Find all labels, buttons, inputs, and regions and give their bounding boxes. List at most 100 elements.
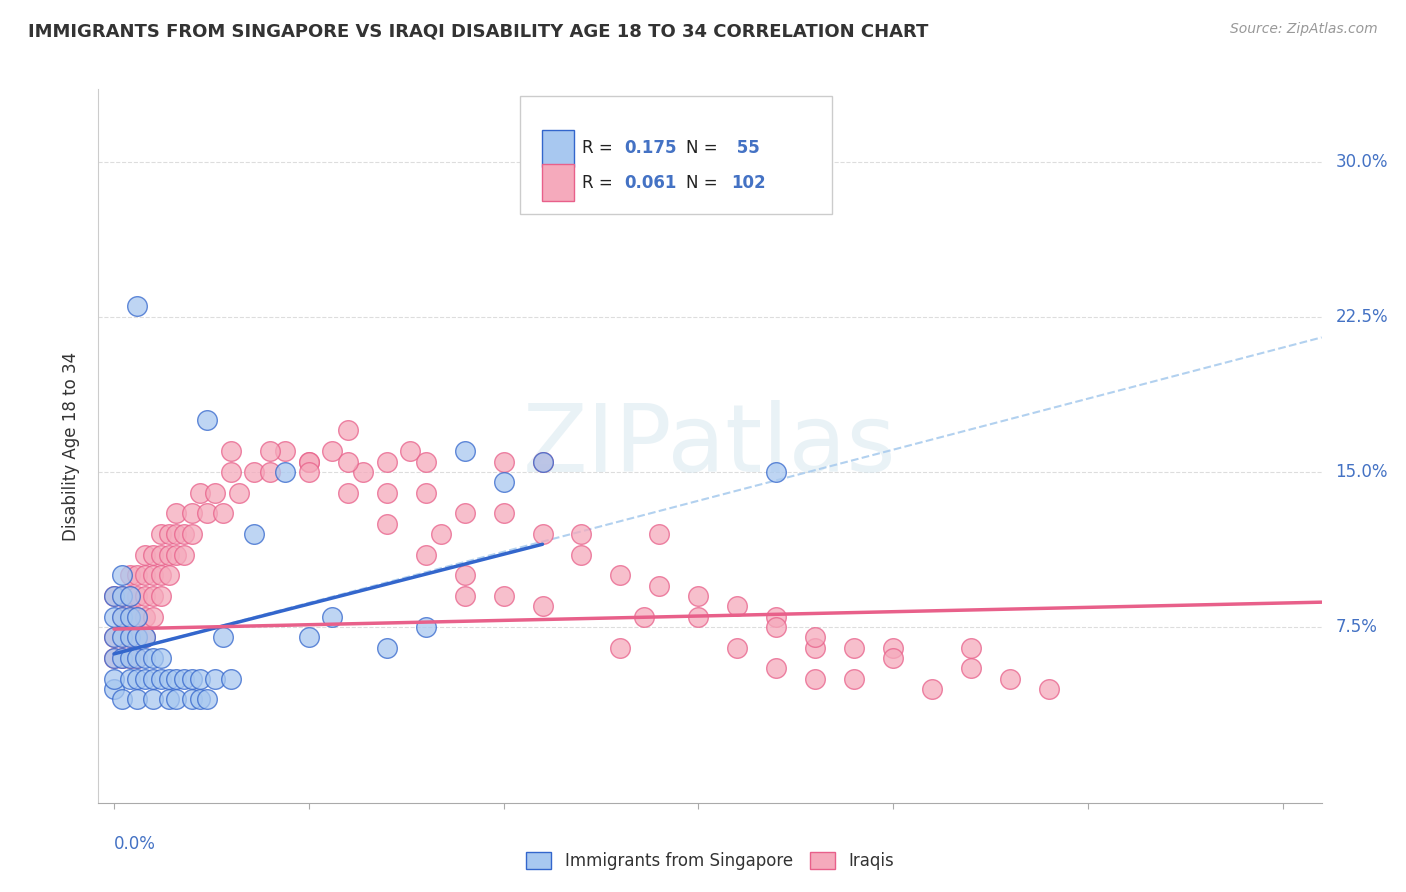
Text: N =: N = — [686, 139, 723, 157]
Point — [173, 548, 195, 562]
Point — [134, 651, 156, 665]
Point — [142, 548, 165, 562]
Text: 0.175: 0.175 — [624, 139, 676, 157]
Point — [688, 609, 710, 624]
Point — [165, 527, 187, 541]
Point — [142, 672, 165, 686]
Point — [134, 630, 156, 644]
Point — [352, 465, 374, 479]
Point — [173, 672, 195, 686]
Point — [157, 672, 180, 686]
Point — [103, 630, 125, 644]
Point — [142, 609, 165, 624]
Point — [571, 527, 593, 541]
Point — [430, 527, 453, 541]
Point — [127, 609, 149, 624]
Point — [157, 548, 180, 562]
Point — [725, 640, 748, 655]
Point — [127, 692, 149, 706]
Point — [127, 651, 149, 665]
Point — [725, 599, 748, 614]
Point — [149, 651, 172, 665]
Point — [127, 651, 149, 665]
Text: IMMIGRANTS FROM SINGAPORE VS IRAQI DISABILITY AGE 18 TO 34 CORRELATION CHART: IMMIGRANTS FROM SINGAPORE VS IRAQI DISAB… — [28, 22, 928, 40]
Point — [765, 661, 787, 675]
Text: 55: 55 — [731, 139, 759, 157]
Point — [765, 620, 787, 634]
Point — [127, 299, 149, 313]
Point — [804, 672, 827, 686]
Text: Source: ZipAtlas.com: Source: ZipAtlas.com — [1230, 22, 1378, 37]
Y-axis label: Disability Age 18 to 34: Disability Age 18 to 34 — [62, 351, 80, 541]
Point — [259, 444, 281, 458]
Point — [149, 527, 172, 541]
Point — [197, 506, 219, 520]
Point — [219, 465, 242, 479]
Point — [188, 485, 211, 500]
Point — [149, 548, 172, 562]
Point — [111, 651, 134, 665]
Point — [142, 651, 165, 665]
Point — [998, 672, 1021, 686]
FancyBboxPatch shape — [520, 96, 832, 214]
Point — [274, 465, 297, 479]
Legend: Immigrants from Singapore, Iraqis: Immigrants from Singapore, Iraqis — [520, 845, 900, 877]
Point — [298, 630, 321, 644]
Point — [111, 568, 134, 582]
Point — [103, 651, 125, 665]
Point — [111, 651, 134, 665]
Point — [134, 609, 156, 624]
Point — [127, 630, 149, 644]
Point — [321, 609, 343, 624]
Point — [921, 681, 943, 696]
Text: R =: R = — [582, 174, 617, 192]
Point — [648, 527, 671, 541]
Text: 102: 102 — [731, 174, 765, 192]
Point — [415, 485, 437, 500]
Point — [492, 506, 515, 520]
Point — [111, 609, 134, 624]
Point — [149, 589, 172, 603]
Point — [127, 609, 149, 624]
Point — [118, 630, 141, 644]
Point — [336, 454, 359, 468]
Point — [103, 672, 125, 686]
Point — [134, 630, 156, 644]
Point — [375, 454, 398, 468]
Point — [180, 506, 202, 520]
Text: 15.0%: 15.0% — [1336, 463, 1388, 481]
Point — [453, 444, 475, 458]
Point — [180, 672, 202, 686]
Point — [212, 630, 235, 644]
Point — [118, 651, 141, 665]
Point — [415, 454, 437, 468]
Point — [111, 589, 134, 603]
Point — [688, 589, 710, 603]
Point — [118, 589, 141, 603]
Point — [111, 630, 134, 644]
Point — [142, 568, 165, 582]
Point — [165, 548, 187, 562]
Point — [111, 609, 134, 624]
Point — [453, 568, 475, 582]
Point — [453, 506, 475, 520]
Point — [212, 506, 235, 520]
FancyBboxPatch shape — [543, 164, 574, 202]
Point — [204, 672, 226, 686]
Point — [103, 630, 125, 644]
Point — [149, 672, 172, 686]
Point — [111, 589, 134, 603]
Point — [804, 630, 827, 644]
Point — [180, 692, 202, 706]
Point — [336, 424, 359, 438]
Point — [399, 444, 422, 458]
Point — [118, 609, 141, 624]
Point — [219, 444, 242, 458]
Point — [804, 640, 827, 655]
Point — [243, 465, 266, 479]
Point — [571, 548, 593, 562]
Point — [127, 672, 149, 686]
Point — [118, 630, 141, 644]
Point — [142, 692, 165, 706]
Point — [134, 568, 156, 582]
